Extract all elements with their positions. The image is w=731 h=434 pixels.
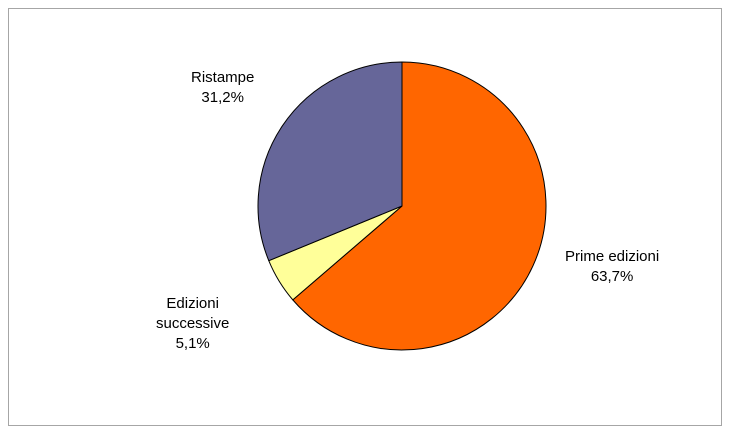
label-ristampe: Ristampe 31,2% [191, 68, 254, 108]
label-edizioni-successive-line2: successive [156, 315, 230, 332]
label-edizioni-successive: Edizioni successive 5,1% [156, 294, 229, 354]
label-ristampe-value: 31,2% [201, 89, 244, 106]
label-prime-edizioni-name: Prime edizioni [565, 248, 660, 265]
label-ristampe-name: Ristampe [191, 69, 255, 86]
slice-prime-edizioni [292, 61, 547, 351]
slice-ristampe [257, 61, 403, 262]
label-edizioni-successive-line1: Edizioni [166, 295, 219, 312]
label-prime-edizioni: Prime edizioni 63,7% [565, 247, 659, 287]
label-prime-edizioni-value: 63,7% [590, 268, 634, 285]
pie-chart [257, 61, 547, 351]
label-edizioni-successive-value: 5,1% [175, 335, 210, 352]
chart-area: Prime edizioni 63,7% Edizioni successive… [8, 8, 722, 426]
